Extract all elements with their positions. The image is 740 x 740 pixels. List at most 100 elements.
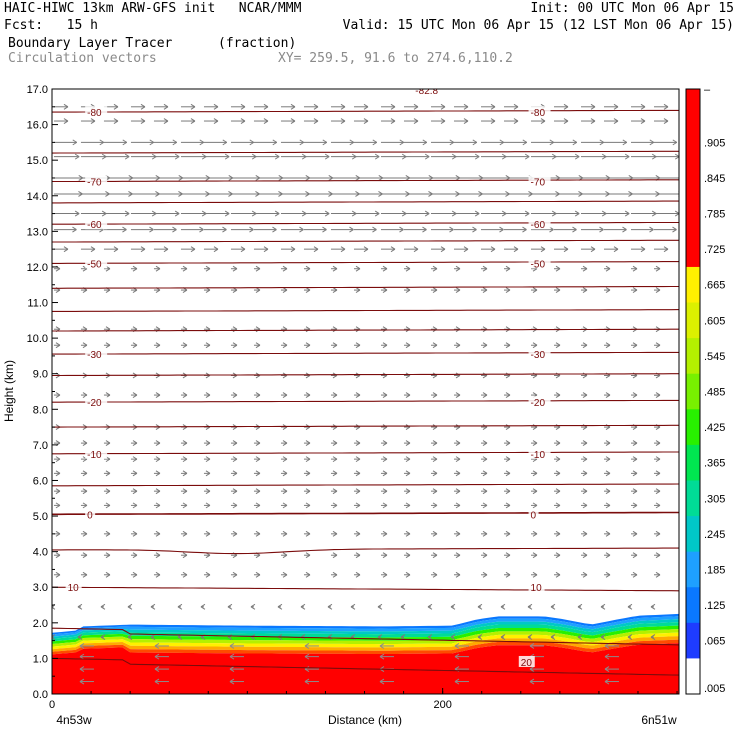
circulation-vector xyxy=(103,246,119,253)
circulation-vector xyxy=(53,552,61,559)
header-line1-right: Init: 00 UTC Mon 06 Apr 15 xyxy=(530,1,735,16)
circulation-vector xyxy=(430,424,438,431)
circulation-vector xyxy=(480,552,488,559)
circulation-vector xyxy=(280,424,288,431)
circulation-vector xyxy=(403,424,411,431)
circulation-vector xyxy=(103,210,130,217)
header-line1-left: HAIC-HIWC 13km ARW-GFS init NCAR/MMM xyxy=(4,1,302,16)
circulation-vector xyxy=(203,191,233,197)
circulation-vector xyxy=(380,502,388,509)
circulation-vector xyxy=(403,488,411,495)
circulation-vector xyxy=(653,502,661,509)
contour-label-bg xyxy=(528,396,551,408)
circulation-vector xyxy=(430,287,438,293)
circulation-vector xyxy=(453,139,478,146)
circulation-vector xyxy=(480,118,496,124)
circulation-vector xyxy=(353,571,361,578)
circulation-vector xyxy=(80,552,88,559)
circulation-vector xyxy=(580,440,588,447)
circulation-vector xyxy=(250,603,256,610)
circulation-vector xyxy=(230,488,238,495)
circulation-vector xyxy=(553,392,561,398)
y-tick-label: 1.0 xyxy=(33,653,48,665)
circulation-vector xyxy=(480,226,504,233)
tracer-band xyxy=(52,616,679,637)
circulation-vector xyxy=(103,488,111,495)
y-tick-label: 6.0 xyxy=(33,475,48,487)
circulation-vector xyxy=(253,470,261,477)
tracer-band xyxy=(52,632,679,650)
circulation-vector xyxy=(553,456,561,463)
circulation-vector xyxy=(503,552,511,559)
circulation-vector xyxy=(80,470,88,477)
circulation-vector xyxy=(430,226,454,233)
circulation-vector xyxy=(253,265,261,272)
circulation-vector xyxy=(53,118,69,124)
circulation-vector xyxy=(403,530,411,537)
x-tick-label: 0 xyxy=(49,699,55,711)
circulation-vector xyxy=(280,153,307,160)
circulation-vector xyxy=(580,265,588,272)
contour-label: -30 xyxy=(531,350,546,361)
circulation-vector xyxy=(353,226,377,233)
circulation-vector xyxy=(53,571,61,578)
contour-label-bg xyxy=(85,218,108,230)
tracer-band xyxy=(52,625,679,645)
circulation-vector xyxy=(453,265,461,272)
header-line2-left: Fcst: 15 h xyxy=(4,18,98,33)
circulation-vector xyxy=(330,488,338,495)
temperature-contour xyxy=(52,351,679,355)
circulation-vector xyxy=(630,456,638,463)
circulation-vector xyxy=(453,488,461,495)
circulation-vector xyxy=(353,265,361,272)
tracer-band xyxy=(52,622,679,642)
x-tick-label: 200 xyxy=(433,699,451,711)
circulation-vector xyxy=(303,424,311,431)
circulation-vector xyxy=(503,246,519,253)
circulation-vector xyxy=(180,488,188,495)
circulation-vector xyxy=(653,139,678,146)
contour-label: -50 xyxy=(531,259,546,270)
circulation-vector xyxy=(180,456,188,463)
circulation-vector xyxy=(380,153,407,160)
circulation-vector xyxy=(330,153,357,160)
circulation-vector xyxy=(130,210,157,217)
circulation-vector xyxy=(653,530,661,537)
circulation-vector xyxy=(603,488,611,495)
contour-label-bg xyxy=(85,396,108,408)
circulation-vector xyxy=(230,246,246,253)
circulation-vector xyxy=(280,392,288,398)
contour-label: -30 xyxy=(87,350,102,361)
circulation-vector xyxy=(80,530,88,537)
circulation-vector xyxy=(430,372,438,379)
circulation-vector xyxy=(130,552,138,559)
circulation-vector xyxy=(203,118,219,124)
contour-label: 0 xyxy=(531,510,537,521)
contour-label: -20 xyxy=(87,398,102,409)
circulation-vector xyxy=(303,139,328,146)
circulation-vector xyxy=(230,153,257,160)
circulation-vector xyxy=(353,153,380,160)
circulation-vector xyxy=(453,287,461,293)
circulation-vector xyxy=(503,488,511,495)
contour-label-bg xyxy=(528,581,545,593)
temperature-contour xyxy=(52,309,679,312)
circulation-vector xyxy=(600,634,606,640)
circulation-vector xyxy=(500,603,506,610)
colorbar-label: .185 xyxy=(704,564,725,576)
y-tick-label: 7.0 xyxy=(33,440,48,452)
circulation-vector xyxy=(327,603,333,610)
y-tick-label: 0.0 xyxy=(33,689,48,701)
circulation-vector xyxy=(353,342,361,349)
circulation-vector xyxy=(653,440,661,447)
circulation-vector xyxy=(130,456,138,463)
circulation-vector xyxy=(103,571,111,578)
circulation-vector xyxy=(303,372,311,379)
circulation-vector xyxy=(303,456,311,463)
circulation-vector xyxy=(180,440,188,447)
circulation-vector xyxy=(330,470,338,477)
colorbar-swatch xyxy=(686,195,700,232)
circulation-vector xyxy=(230,392,238,398)
circulation-vector xyxy=(153,470,161,477)
circulation-vector xyxy=(530,210,557,217)
